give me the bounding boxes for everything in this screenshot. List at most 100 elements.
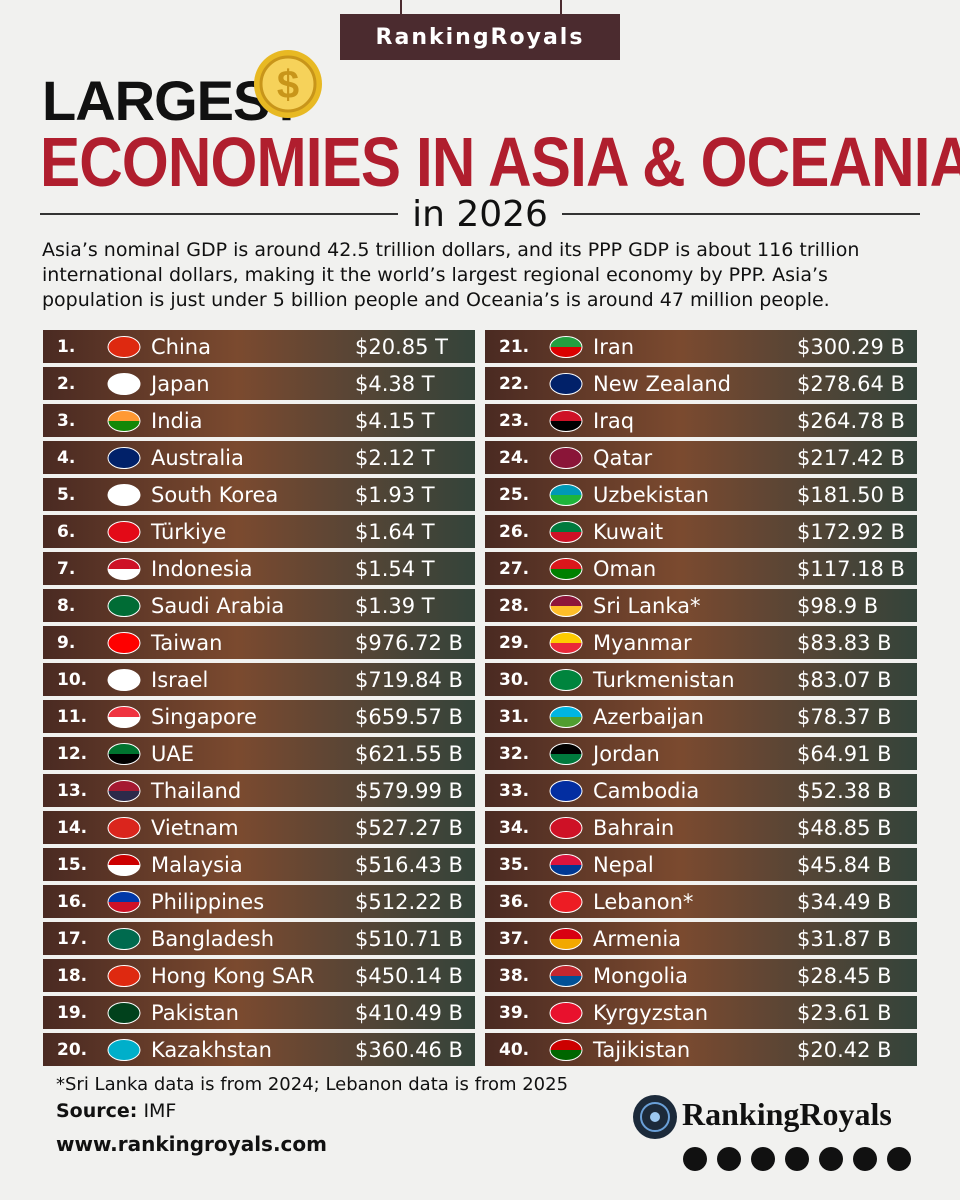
table-row: 6. Türkiye $1.64 T bbox=[43, 515, 475, 548]
gdp: $4.38 T bbox=[355, 371, 435, 396]
flag-icon bbox=[107, 742, 141, 765]
social-icon[interactable] bbox=[785, 1147, 809, 1171]
social-icon[interactable] bbox=[683, 1147, 707, 1171]
rank: 8. bbox=[57, 595, 76, 616]
flag-icon bbox=[549, 372, 583, 395]
flag-icon bbox=[549, 742, 583, 765]
gdp: $217.42 B bbox=[797, 445, 905, 470]
table-column: 1. China $20.85 T 2. Japan $4.38 T 3. India $4.1… bbox=[43, 330, 475, 1066]
country: Sri Lanka* bbox=[593, 593, 701, 618]
flag-icon bbox=[107, 631, 141, 654]
brand-badge: RankingRoyals bbox=[340, 14, 620, 60]
country: China bbox=[151, 334, 211, 359]
table-row: 16. Philippines $512.22 B bbox=[43, 885, 475, 918]
rank: 2. bbox=[57, 373, 76, 394]
social-icon[interactable] bbox=[751, 1147, 775, 1171]
country: Pakistan bbox=[151, 1000, 239, 1025]
rank: 23. bbox=[499, 410, 530, 431]
table-row: 26. Kuwait $172.92 B bbox=[485, 515, 917, 548]
rank: 15. bbox=[57, 854, 88, 875]
table-row: 15. Malaysia $516.43 B bbox=[43, 848, 475, 881]
gdp: $976.72 B bbox=[355, 630, 463, 655]
flag-icon bbox=[107, 409, 141, 432]
gdp: $23.61 B bbox=[797, 1000, 892, 1025]
country: Bahrain bbox=[593, 815, 675, 840]
title-line3: in 2026 bbox=[412, 193, 548, 235]
rank: 24. bbox=[499, 447, 530, 468]
social-icon[interactable] bbox=[887, 1147, 911, 1171]
flag-icon bbox=[549, 520, 583, 543]
flag-icon bbox=[107, 446, 141, 469]
table-row: 33. Cambodia $52.38 B bbox=[485, 774, 917, 807]
rank: 40. bbox=[499, 1039, 530, 1060]
gdp: $360.46 B bbox=[355, 1037, 463, 1062]
gdp: $181.50 B bbox=[797, 482, 905, 507]
table-row: 34. Bahrain $48.85 B bbox=[485, 811, 917, 844]
table-row: 38. Mongolia $28.45 B bbox=[485, 959, 917, 992]
rank: 21. bbox=[499, 336, 530, 357]
gdp: $1.54 T bbox=[355, 556, 435, 581]
flag-icon bbox=[107, 927, 141, 950]
svg-text:$: $ bbox=[277, 63, 299, 107]
country: Australia bbox=[151, 445, 244, 470]
gdp: $410.49 B bbox=[355, 1000, 463, 1025]
rank: 34. bbox=[499, 817, 530, 838]
coin-icon: $ bbox=[254, 50, 322, 118]
table-row: 11. Singapore $659.57 B bbox=[43, 700, 475, 733]
rank: 25. bbox=[499, 484, 530, 505]
flag-icon bbox=[107, 483, 141, 506]
gdp: $450.14 B bbox=[355, 963, 463, 988]
country: UAE bbox=[151, 741, 195, 766]
gdp: $579.99 B bbox=[355, 778, 463, 803]
table-row: 21. Iran $300.29 B bbox=[485, 330, 917, 363]
rule bbox=[40, 213, 399, 215]
gdp: $20.85 T bbox=[355, 334, 448, 359]
gdp: $172.92 B bbox=[797, 519, 905, 544]
hanger bbox=[560, 0, 562, 14]
country: Türkiye bbox=[151, 519, 227, 544]
flag-icon bbox=[549, 631, 583, 654]
table-row: 4. Australia $2.12 T bbox=[43, 441, 475, 474]
country: Qatar bbox=[593, 445, 653, 470]
table-row: 12. UAE $621.55 B bbox=[43, 737, 475, 770]
rank: 12. bbox=[57, 743, 88, 764]
rank: 9. bbox=[57, 632, 76, 653]
flag-icon bbox=[549, 335, 583, 358]
gdp: $1.39 T bbox=[355, 593, 435, 618]
intro: Asia’s nominal GDP is around 42.5 trilli… bbox=[42, 239, 860, 311]
table-row: 37. Armenia $31.87 B bbox=[485, 922, 917, 955]
country: Tajikistan bbox=[593, 1037, 691, 1062]
table-row: 20. Kazakhstan $360.46 B bbox=[43, 1033, 475, 1066]
flag-icon bbox=[549, 927, 583, 950]
gdp: $278.64 B bbox=[797, 371, 905, 396]
rule bbox=[561, 213, 921, 215]
gdp: $300.29 B bbox=[797, 334, 905, 359]
gdp: $83.83 B bbox=[797, 630, 892, 655]
country: Mongolia bbox=[593, 963, 688, 988]
table-row: 39. Kyrgyzstan $23.61 B bbox=[485, 996, 917, 1029]
table-row: 9. Taiwan $976.72 B bbox=[43, 626, 475, 659]
flag-icon bbox=[549, 705, 583, 728]
social-icon[interactable] bbox=[717, 1147, 741, 1171]
gdp: $1.64 T bbox=[355, 519, 435, 544]
table-row: 23. Iraq $264.78 B bbox=[485, 404, 917, 437]
gdp: $621.55 B bbox=[355, 741, 463, 766]
flag-icon bbox=[549, 1038, 583, 1061]
table-row: 28. Sri Lanka* $98.9 B bbox=[485, 589, 917, 622]
flag-icon bbox=[107, 890, 141, 913]
rank: 37. bbox=[499, 928, 530, 949]
country: Iran bbox=[593, 334, 635, 359]
rank: 27. bbox=[499, 558, 530, 579]
footnote: *Sri Lanka data is from 2024; Lebanon da… bbox=[56, 1074, 569, 1095]
rank: 33. bbox=[499, 780, 530, 801]
gdp: $31.87 B bbox=[797, 926, 892, 951]
social-icon[interactable] bbox=[819, 1147, 843, 1171]
flag-icon bbox=[549, 557, 583, 580]
country: Indonesia bbox=[151, 556, 253, 581]
table-row: 7. Indonesia $1.54 T bbox=[43, 552, 475, 585]
flag-icon bbox=[107, 1001, 141, 1024]
flag-icon bbox=[107, 1038, 141, 1061]
social-icon[interactable] bbox=[853, 1147, 877, 1171]
gdp: $264.78 B bbox=[797, 408, 905, 433]
